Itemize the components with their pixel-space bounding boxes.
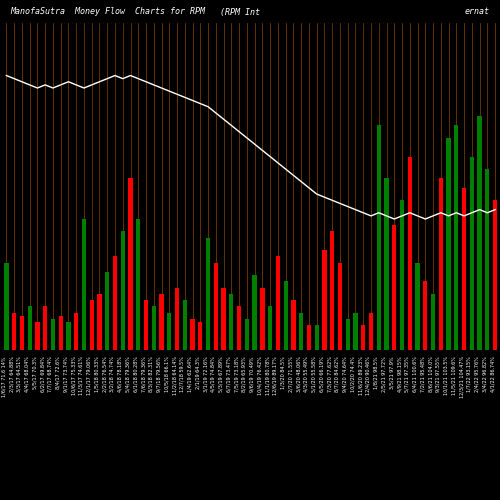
- Bar: [98, 294, 102, 350]
- Bar: [229, 294, 234, 350]
- Bar: [354, 312, 358, 350]
- Bar: [214, 262, 218, 350]
- Bar: [416, 262, 420, 350]
- Bar: [446, 138, 450, 350]
- Bar: [74, 312, 78, 350]
- Bar: [284, 282, 288, 350]
- Bar: [152, 306, 156, 350]
- Bar: [4, 262, 8, 350]
- Bar: [66, 322, 70, 350]
- Bar: [478, 116, 482, 350]
- Bar: [400, 200, 404, 350]
- Bar: [12, 312, 16, 350]
- Bar: [346, 319, 350, 350]
- Bar: [361, 325, 366, 350]
- Bar: [160, 294, 164, 350]
- Bar: [408, 156, 412, 350]
- Bar: [82, 219, 86, 350]
- Bar: [376, 126, 381, 350]
- Bar: [136, 219, 140, 350]
- Bar: [252, 275, 257, 350]
- Bar: [314, 325, 319, 350]
- Bar: [36, 322, 40, 350]
- Bar: [175, 288, 179, 350]
- Bar: [268, 306, 272, 350]
- Bar: [330, 232, 334, 350]
- Bar: [167, 312, 172, 350]
- Bar: [43, 306, 48, 350]
- Bar: [423, 282, 428, 350]
- Bar: [90, 300, 94, 350]
- Bar: [384, 178, 388, 350]
- Bar: [28, 306, 32, 350]
- Bar: [20, 316, 24, 350]
- Bar: [105, 272, 110, 350]
- Bar: [307, 325, 311, 350]
- Text: ernat: ernat: [465, 8, 490, 16]
- Bar: [292, 300, 296, 350]
- Bar: [470, 156, 474, 350]
- Bar: [182, 300, 187, 350]
- Bar: [222, 288, 226, 350]
- Bar: [454, 126, 458, 350]
- Bar: [369, 312, 373, 350]
- Bar: [338, 262, 342, 350]
- Bar: [485, 169, 490, 350]
- Text: (RPM Int: (RPM Int: [220, 8, 260, 16]
- Bar: [392, 225, 396, 350]
- Text: ManofaSutra  Money Flow  Charts for RPM: ManofaSutra Money Flow Charts for RPM: [10, 8, 205, 16]
- Bar: [438, 178, 443, 350]
- Bar: [206, 238, 210, 350]
- Bar: [144, 300, 148, 350]
- Bar: [462, 188, 466, 350]
- Bar: [198, 322, 202, 350]
- Bar: [58, 316, 63, 350]
- Bar: [113, 256, 117, 350]
- Bar: [128, 178, 132, 350]
- Bar: [299, 312, 304, 350]
- Bar: [431, 294, 435, 350]
- Bar: [322, 250, 326, 350]
- Bar: [237, 306, 241, 350]
- Bar: [120, 232, 125, 350]
- Bar: [276, 256, 280, 350]
- Bar: [260, 288, 264, 350]
- Bar: [244, 319, 249, 350]
- Bar: [190, 319, 194, 350]
- Bar: [51, 319, 55, 350]
- Bar: [493, 200, 498, 350]
